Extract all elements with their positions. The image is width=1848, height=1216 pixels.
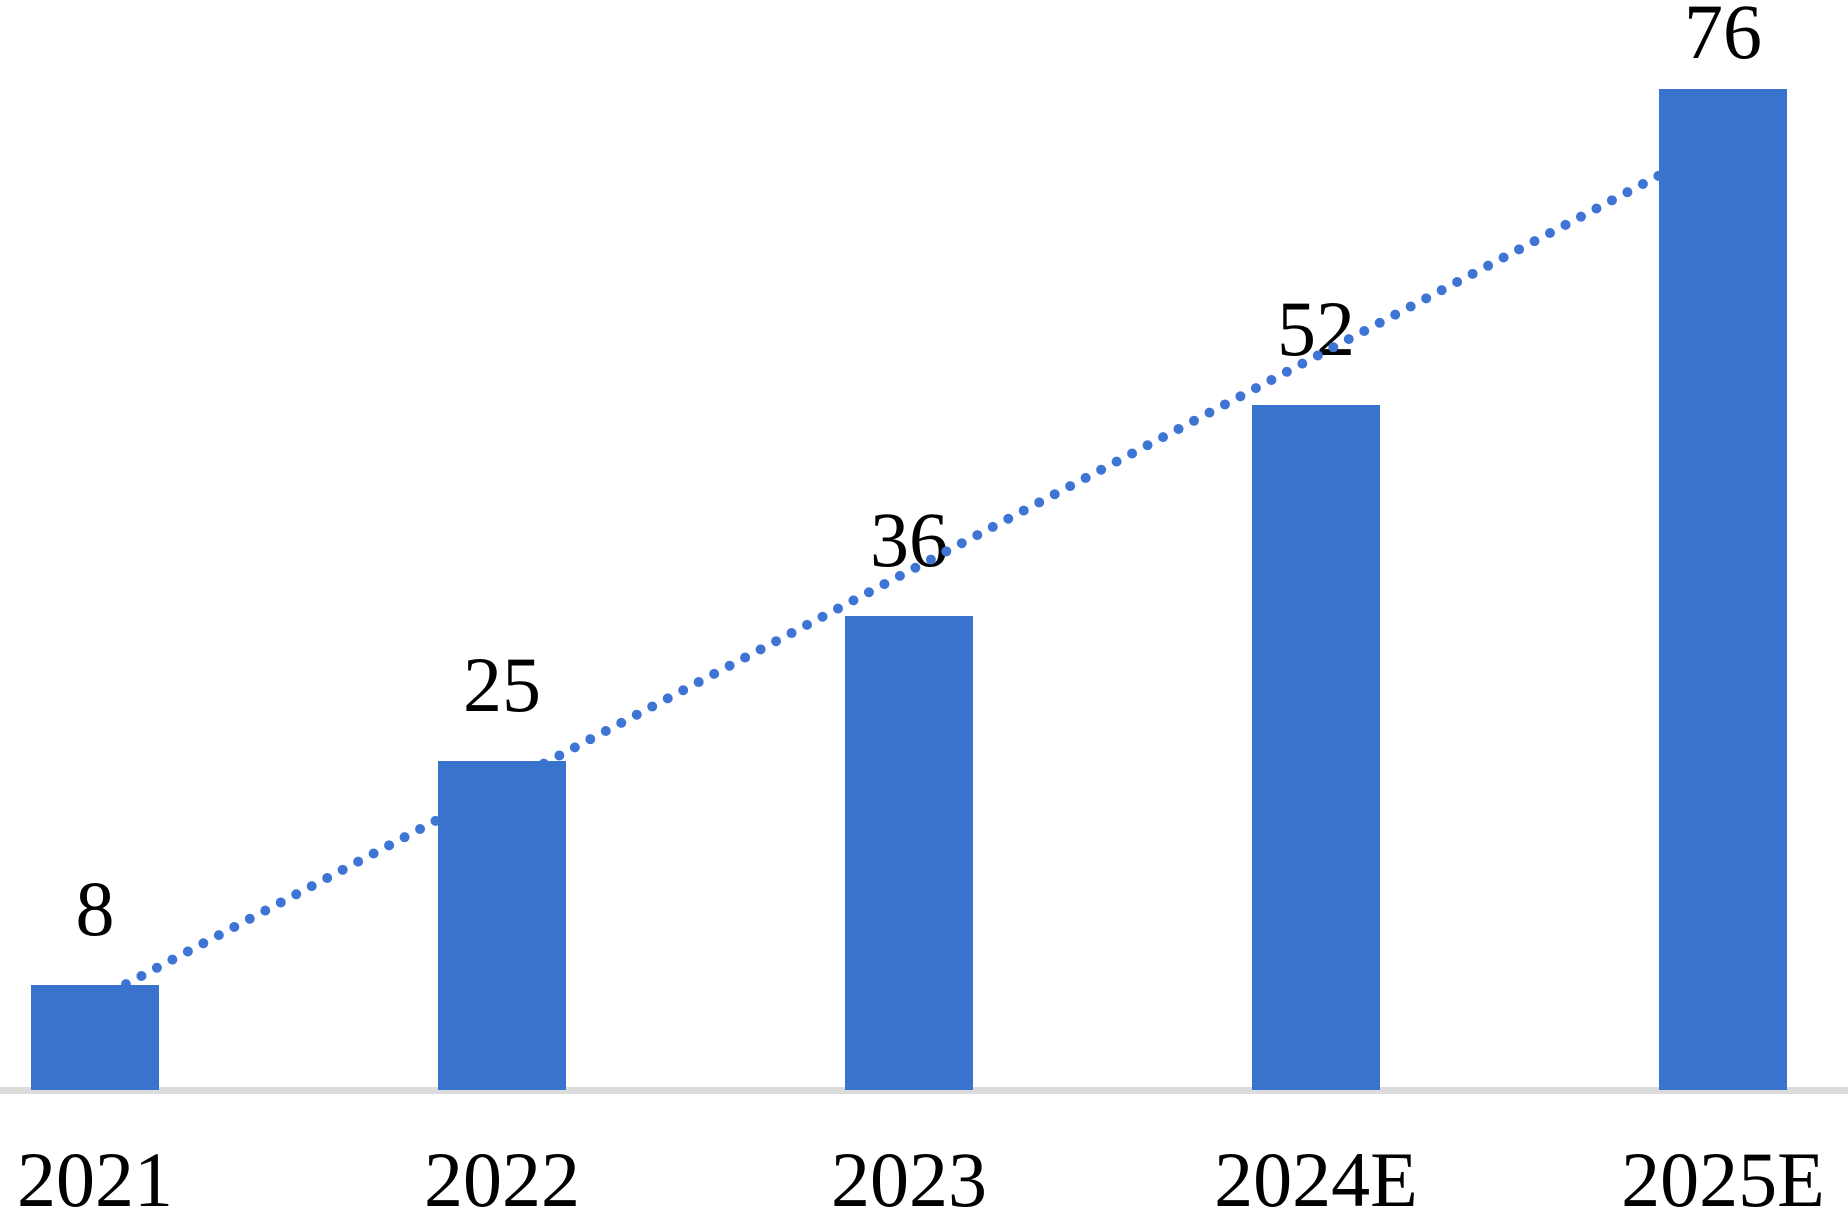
bar-2024E <box>1252 405 1380 1090</box>
x-axis-label-2025E: 2025E <box>1621 1136 1825 1216</box>
bar-2021 <box>31 984 159 1090</box>
x-axis-line <box>0 1087 1848 1094</box>
bar-2025E <box>1659 89 1787 1090</box>
x-axis-label-2023: 2023 <box>831 1136 987 1216</box>
x-axis-label-2024E: 2024E <box>1214 1136 1418 1216</box>
data-label-2021: 8 <box>75 864 115 952</box>
data-label-2022: 25 <box>463 640 541 728</box>
bar-2022 <box>438 760 566 1090</box>
data-label-2023: 36 <box>870 495 948 583</box>
x-axis-label-2021: 2021 <box>17 1136 173 1216</box>
data-label-2025E: 76 <box>1684 0 1762 75</box>
bar-2023 <box>845 615 973 1090</box>
x-axis-label-2022: 2022 <box>424 1136 580 1216</box>
